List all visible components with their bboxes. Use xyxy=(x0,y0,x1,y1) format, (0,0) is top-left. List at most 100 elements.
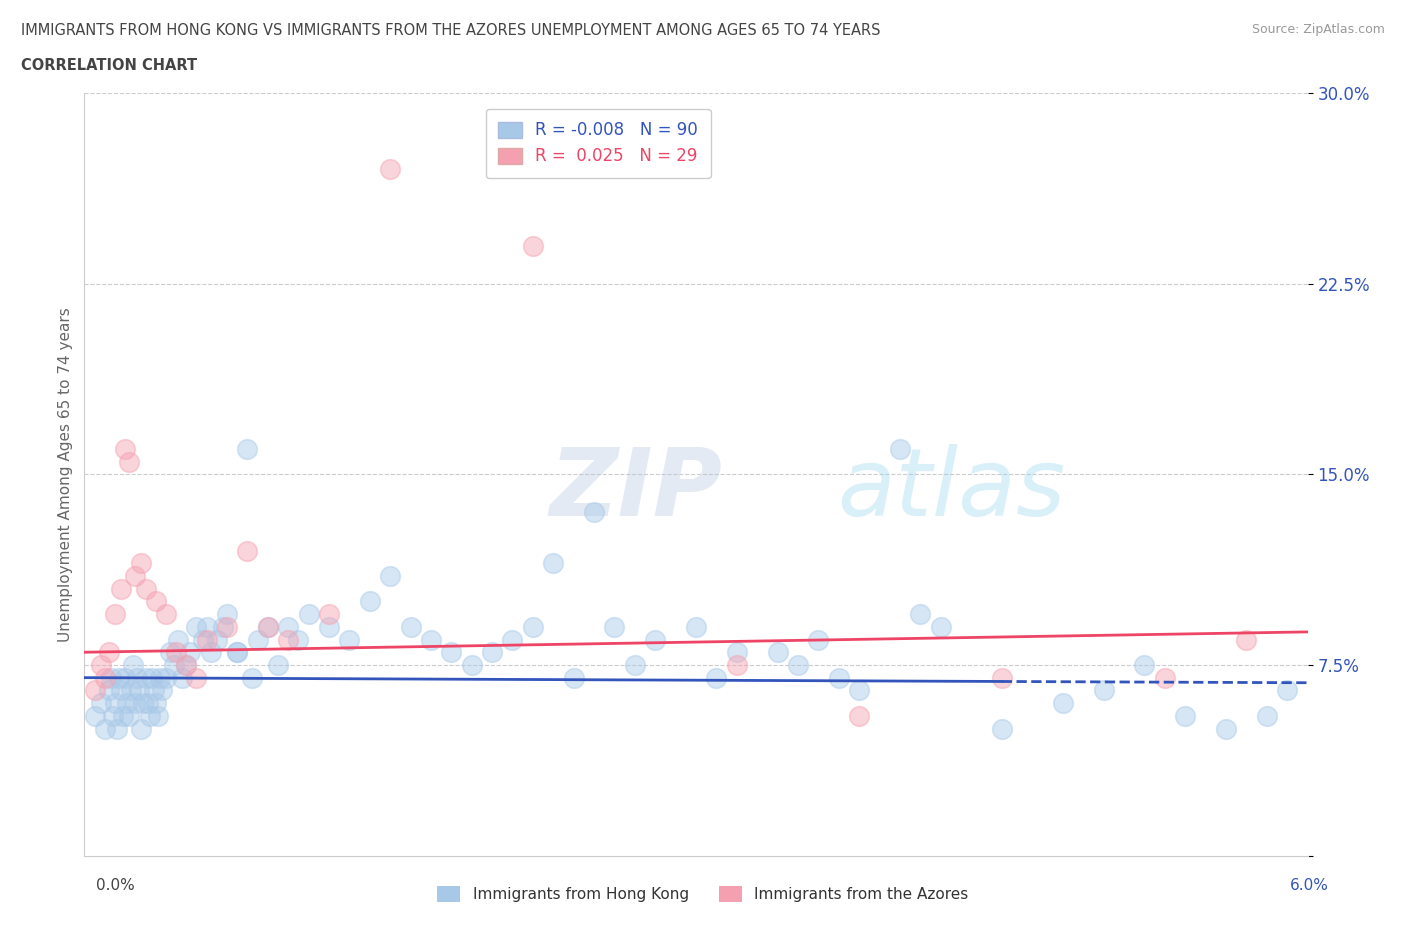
Point xyxy=(212,619,235,634)
Point xyxy=(124,696,146,711)
Point xyxy=(287,632,309,647)
Point xyxy=(217,619,239,634)
Point xyxy=(277,632,299,647)
Legend: Immigrants from Hong Kong, Immigrants from the Azores: Immigrants from Hong Kong, Immigrants fr… xyxy=(432,880,974,909)
Point xyxy=(1236,632,1258,647)
Point xyxy=(399,619,422,634)
Point xyxy=(118,709,141,724)
Point xyxy=(105,721,128,736)
Point xyxy=(1133,658,1156,672)
Point xyxy=(104,606,127,621)
Point xyxy=(318,619,340,634)
Text: 6.0%: 6.0% xyxy=(1289,878,1329,893)
Point xyxy=(163,658,186,672)
Point xyxy=(165,644,187,659)
Point xyxy=(1052,696,1074,711)
Point xyxy=(339,632,361,647)
Point xyxy=(226,644,249,659)
Point xyxy=(420,632,443,647)
Point xyxy=(725,658,748,672)
Point xyxy=(104,696,127,711)
Text: atlas: atlas xyxy=(837,444,1064,535)
Point xyxy=(257,619,280,634)
Point xyxy=(115,696,138,711)
Point xyxy=(150,683,173,698)
Point xyxy=(195,619,218,634)
Point xyxy=(461,658,484,672)
Point xyxy=(848,709,870,724)
Point xyxy=(172,671,194,685)
Point xyxy=(1256,709,1278,724)
Point xyxy=(277,619,299,634)
Point xyxy=(889,442,911,457)
Point xyxy=(766,644,789,659)
Point xyxy=(191,632,214,647)
Point xyxy=(114,671,136,685)
Point xyxy=(217,606,239,621)
Text: 0.0%: 0.0% xyxy=(96,878,135,893)
Point xyxy=(110,683,132,698)
Point xyxy=(146,709,169,724)
Point xyxy=(93,671,115,685)
Point xyxy=(706,671,728,685)
Point xyxy=(787,658,810,672)
Point xyxy=(226,644,249,659)
Point xyxy=(828,671,851,685)
Point xyxy=(1277,683,1299,698)
Point xyxy=(110,581,132,596)
Point xyxy=(124,568,146,583)
Point xyxy=(929,619,952,634)
Point xyxy=(149,671,172,685)
Point xyxy=(240,671,263,685)
Point xyxy=(807,632,830,647)
Point xyxy=(910,606,932,621)
Point xyxy=(1154,671,1177,685)
Point xyxy=(90,696,112,711)
Point xyxy=(174,658,197,672)
Point xyxy=(135,671,157,685)
Point xyxy=(1092,683,1115,698)
Point xyxy=(145,594,167,609)
Point xyxy=(205,632,228,647)
Point xyxy=(83,709,105,724)
Point xyxy=(179,644,201,659)
Point xyxy=(195,632,218,647)
Point xyxy=(562,671,585,685)
Point xyxy=(380,162,402,177)
Point xyxy=(685,619,707,634)
Point xyxy=(543,556,565,571)
Point xyxy=(236,543,259,558)
Point xyxy=(440,644,463,659)
Point xyxy=(359,594,381,609)
Point xyxy=(246,632,269,647)
Point xyxy=(991,721,1014,736)
Point xyxy=(603,619,626,634)
Point xyxy=(141,671,163,685)
Point xyxy=(848,683,870,698)
Point xyxy=(122,658,145,672)
Point xyxy=(155,671,177,685)
Point xyxy=(318,606,340,621)
Point xyxy=(100,671,122,685)
Text: CORRELATION CHART: CORRELATION CHART xyxy=(21,58,197,73)
Point xyxy=(131,556,153,571)
Text: ZIP: ZIP xyxy=(550,444,723,536)
Point xyxy=(120,683,142,698)
Point xyxy=(108,671,131,685)
Point xyxy=(114,442,136,457)
Point xyxy=(138,709,160,724)
Point xyxy=(186,619,208,634)
Text: Source: ZipAtlas.com: Source: ZipAtlas.com xyxy=(1251,23,1385,36)
Point xyxy=(167,632,190,647)
Point xyxy=(127,671,149,685)
Point xyxy=(186,671,208,685)
Point xyxy=(97,683,120,698)
Text: IMMIGRANTS FROM HONG KONG VS IMMIGRANTS FROM THE AZORES UNEMPLOYMENT AMONG AGES : IMMIGRANTS FROM HONG KONG VS IMMIGRANTS … xyxy=(21,23,880,38)
Point xyxy=(236,442,259,457)
Point xyxy=(145,696,167,711)
Point xyxy=(83,683,105,698)
Point xyxy=(142,683,165,698)
Point xyxy=(624,658,647,672)
Point xyxy=(644,632,666,647)
Y-axis label: Unemployment Among Ages 65 to 74 years: Unemployment Among Ages 65 to 74 years xyxy=(58,307,73,642)
